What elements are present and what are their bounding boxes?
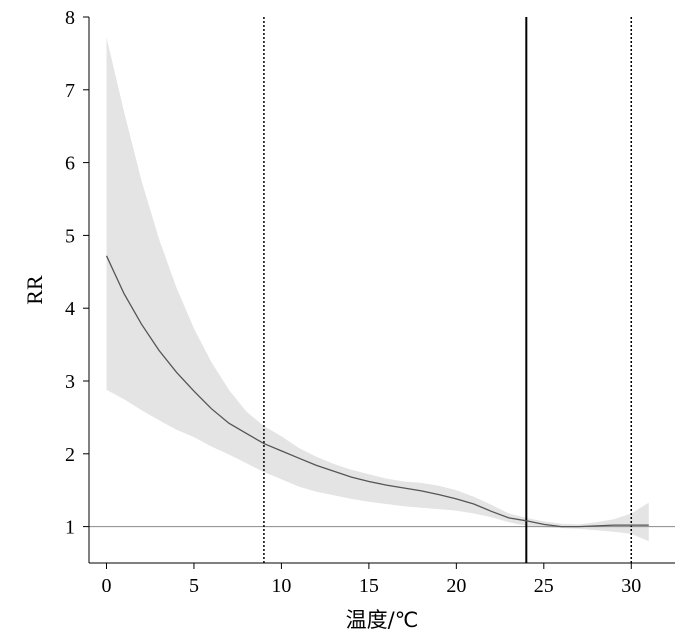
y-tick-label: 8 [65, 7, 75, 29]
x-tick-label: 25 [534, 575, 554, 597]
x-tick-label: 20 [446, 575, 466, 597]
confidence-band [106, 37, 649, 542]
x-tick-label: 30 [621, 575, 641, 597]
y-tick-label: 2 [65, 444, 75, 466]
axes: 1 2 3 4 5 6 7 8 0 5 10 15 20 25 30 [65, 7, 675, 597]
y-tick-label: 1 [65, 517, 75, 539]
x-tick-label: 10 [271, 575, 291, 597]
y-tick-label: 7 [65, 80, 75, 102]
x-tick-label: 5 [189, 575, 199, 597]
x-axis-title: 温度/℃ [346, 608, 419, 632]
rr-line [105, 255, 649, 528]
y-tick-label: 3 [65, 371, 75, 393]
x-tick-label: 0 [101, 575, 111, 597]
y-tick-label: 6 [65, 153, 75, 175]
y-tick-label: 5 [65, 225, 75, 247]
y-tick-label: 4 [65, 298, 75, 320]
plot-area [89, 17, 675, 563]
x-tick-label: 15 [359, 575, 379, 597]
y-axis-title: RR [22, 275, 47, 305]
